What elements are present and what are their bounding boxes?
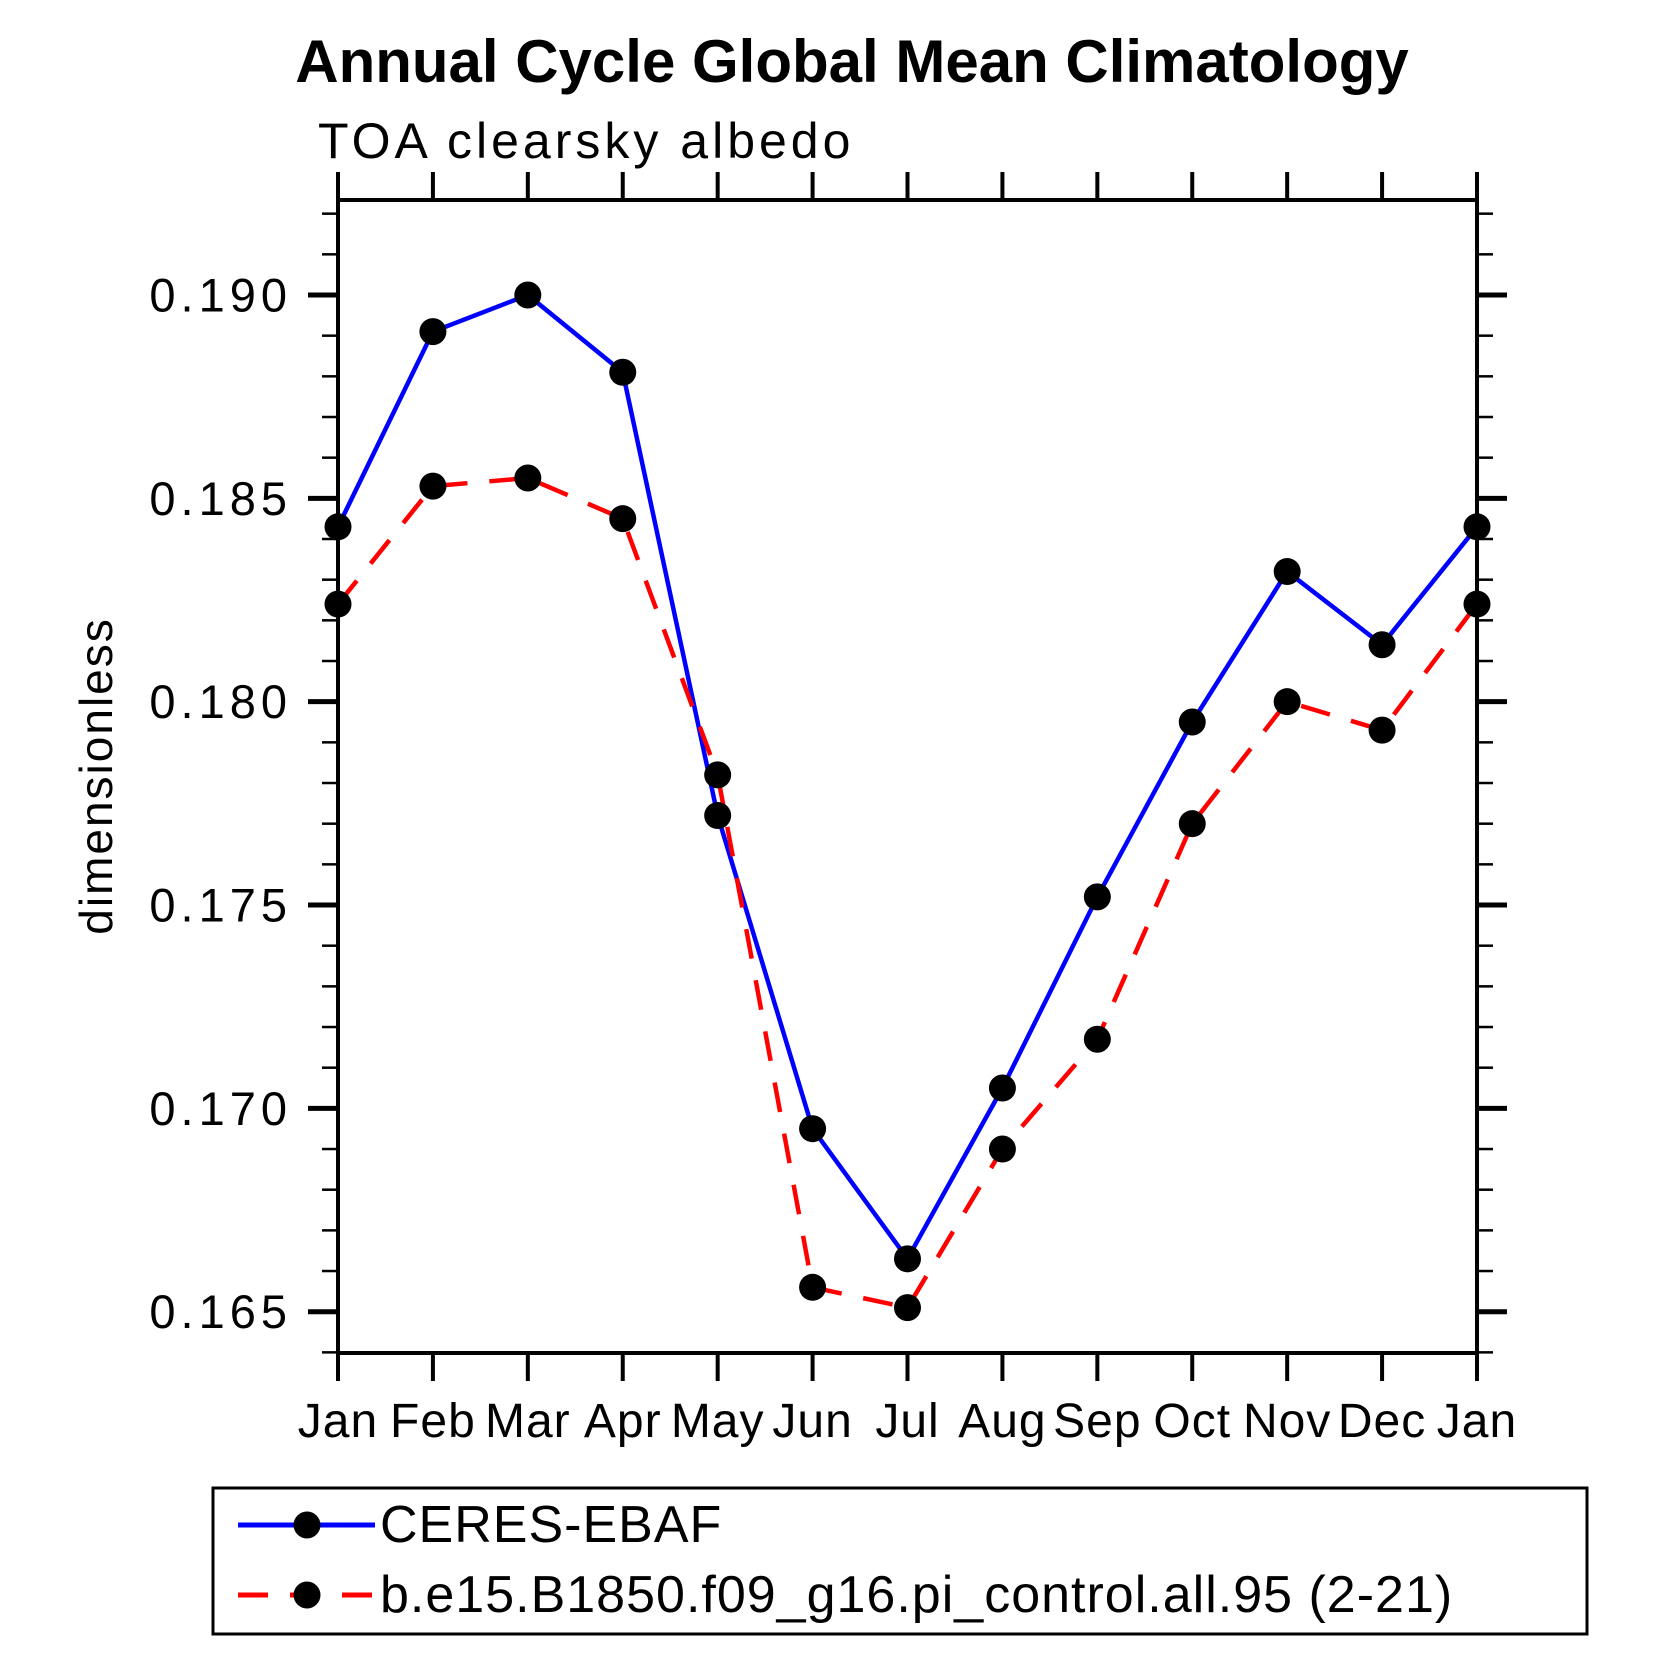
data-point-marker (514, 281, 542, 309)
data-point-marker (1178, 810, 1206, 838)
data-point-marker (1273, 558, 1301, 586)
x-tick-label: Jul (875, 1395, 939, 1448)
data-point-marker (419, 318, 447, 346)
legend-label-0: CERES-EBAF (380, 1496, 722, 1554)
legend-marker-0 (293, 1511, 321, 1539)
data-point-marker (894, 1245, 921, 1273)
data-point-marker (988, 1074, 1016, 1102)
x-tick-label: Dec (1338, 1395, 1426, 1448)
series-line-0 (335, 292, 1479, 1264)
legend-marker-1 (293, 1581, 321, 1609)
chart-title: Annual Cycle Global Mean Climatology (295, 28, 1409, 95)
y-axis-label: dimensionless (70, 617, 122, 934)
x-tick-label: Mar (485, 1395, 571, 1448)
data-point-marker (1463, 590, 1491, 618)
series-line-1 (336, 475, 1479, 1311)
data-point-marker (894, 1294, 921, 1322)
data-point-marker (799, 1115, 827, 1143)
data-point-marker (1083, 1025, 1111, 1053)
data-point-marker (514, 464, 542, 492)
legend-box (211, 1486, 1589, 1636)
data-point-marker (1273, 688, 1301, 716)
data-point-marker (1083, 883, 1111, 911)
y-tick-label: 0.165 (149, 1285, 292, 1338)
legend: CERES-EBAF b.e15.B1850.f09_g16.pi_control… (211, 1486, 1589, 1636)
data-point-marker (324, 513, 352, 541)
data-point-marker (1463, 513, 1491, 541)
x-tick-label: Sep (1053, 1395, 1141, 1448)
x-tick-label: Aug (958, 1395, 1046, 1448)
y-tick-label: 0.190 (149, 269, 292, 322)
data-point-marker (799, 1273, 827, 1301)
data-point-marker (419, 472, 447, 500)
plot-border (336, 198, 1479, 1355)
data-point-marker (609, 358, 637, 386)
legend-label-1: b.e15.B1850.f09_g16.pi_control.all.95 (2… (380, 1566, 1453, 1624)
data-point-marker (1368, 631, 1396, 659)
y-tick-label: 0.175 (149, 879, 292, 932)
data-point-marker (609, 505, 637, 533)
y-tick-label: 0.185 (149, 472, 292, 525)
x-tick-label: Jan (1437, 1395, 1517, 1448)
data-point-marker (1368, 716, 1396, 744)
data-point-marker (988, 1135, 1016, 1163)
x-tick-label: Apr (584, 1395, 662, 1448)
y-tick-label: 0.180 (149, 675, 292, 728)
x-tick-label: Oct (1153, 1395, 1231, 1448)
x-tick-label: Feb (390, 1395, 476, 1448)
x-tick-label: Jun (772, 1395, 852, 1448)
data-point-marker (1178, 708, 1206, 736)
x-tick-label: May (671, 1395, 765, 1448)
x-tick-label: Nov (1243, 1395, 1331, 1448)
data-point-marker (704, 802, 732, 830)
chart-subtitle: TOA clearsky albedo (318, 113, 854, 169)
data-point-marker (324, 590, 352, 618)
y-tick-label: 0.170 (149, 1082, 292, 1135)
x-tick-label: Jan (298, 1395, 378, 1448)
data-point-marker (704, 761, 732, 789)
